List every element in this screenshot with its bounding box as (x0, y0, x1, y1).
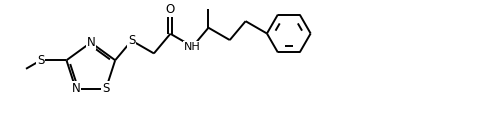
Text: S: S (128, 34, 135, 47)
Text: N: N (86, 36, 95, 49)
Text: N: N (71, 82, 80, 95)
Text: O: O (166, 3, 175, 16)
Text: S: S (37, 54, 45, 67)
Text: S: S (102, 82, 109, 95)
Text: NH: NH (184, 42, 201, 52)
